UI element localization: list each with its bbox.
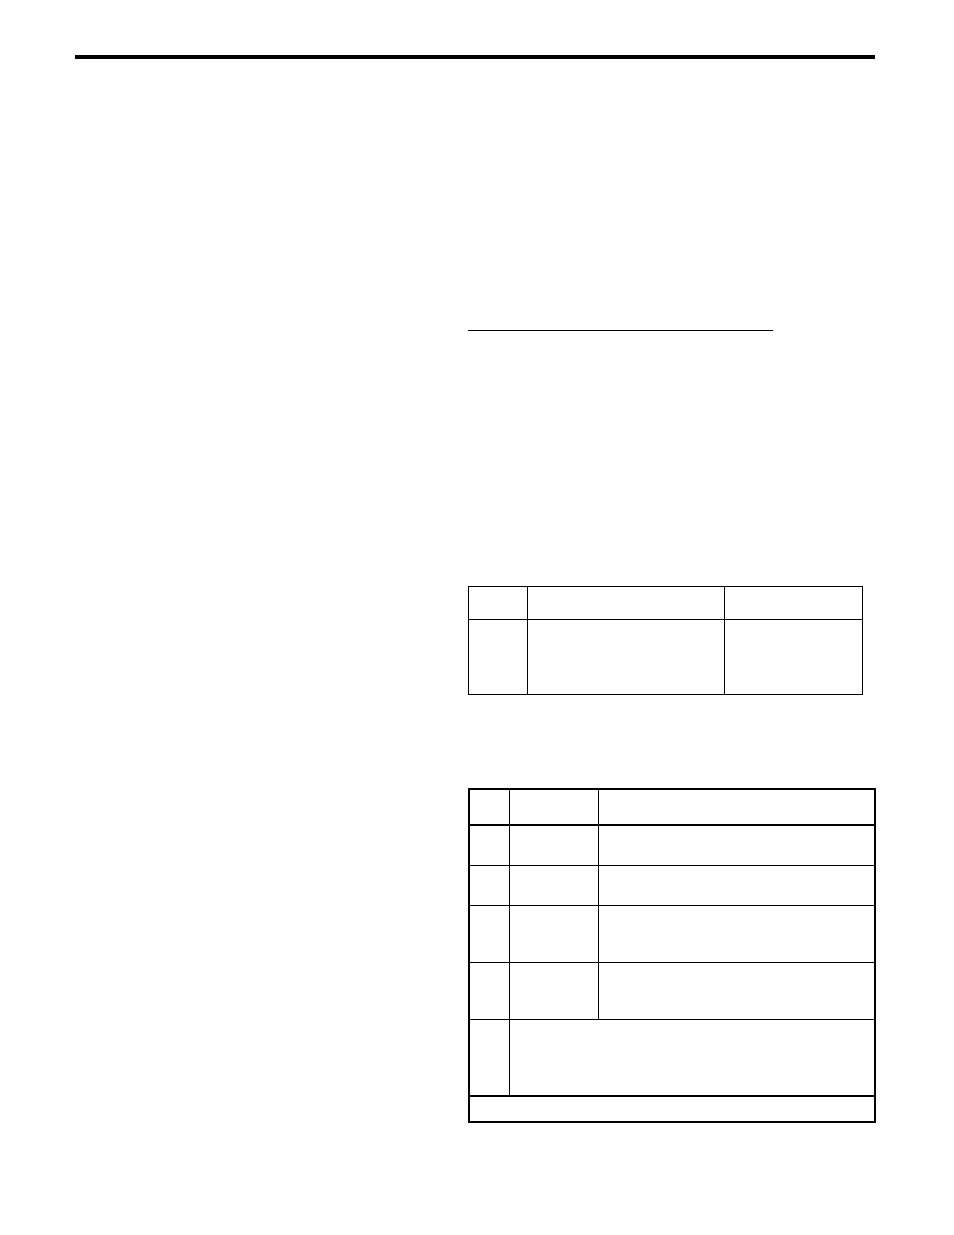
table-cell	[469, 1020, 510, 1097]
table-cell-merged	[510, 1020, 875, 1097]
table-cell	[599, 825, 875, 866]
table-cell	[599, 866, 875, 906]
table-row	[469, 906, 875, 963]
table-cell	[469, 906, 510, 963]
document-page	[0, 0, 954, 1235]
table-header-row	[469, 789, 875, 825]
table-cell	[469, 825, 510, 866]
table-header-cell	[469, 789, 510, 825]
table-footer-cell	[469, 1096, 875, 1122]
table-footer-row	[469, 1096, 875, 1122]
table-cell	[510, 866, 599, 906]
table-cell	[510, 963, 599, 1020]
table-cell	[510, 825, 599, 866]
section-underline	[468, 330, 773, 331]
table-cell	[510, 906, 599, 963]
table-cell	[469, 587, 528, 620]
table-cell	[469, 866, 510, 906]
table-row	[469, 866, 875, 906]
table-row	[469, 825, 875, 866]
table-cell	[469, 963, 510, 1020]
table-cell	[599, 906, 875, 963]
table-header-cell	[599, 789, 875, 825]
table-cell	[725, 620, 863, 695]
table-row	[469, 963, 875, 1020]
page-header-rule	[75, 55, 875, 59]
table-cell	[528, 587, 725, 620]
table-row	[469, 1020, 875, 1097]
small-reference-table	[468, 586, 863, 695]
table-cell	[599, 963, 875, 1020]
table-cell	[528, 620, 725, 695]
table-cell	[469, 620, 528, 695]
table-cell	[725, 587, 863, 620]
table-header-cell	[510, 789, 599, 825]
specification-table	[468, 788, 876, 1123]
table-row	[469, 620, 863, 695]
table-row	[469, 587, 863, 620]
